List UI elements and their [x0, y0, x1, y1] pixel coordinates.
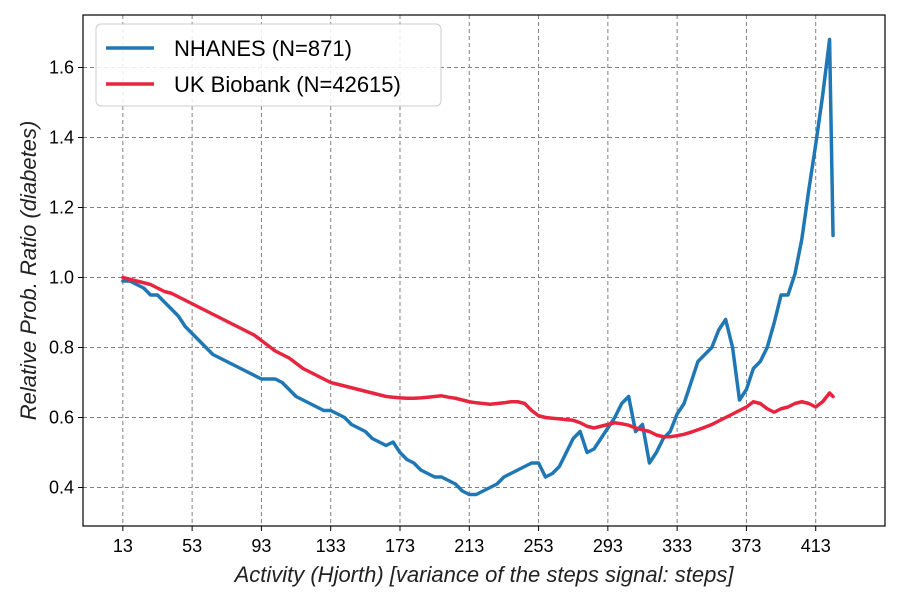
- x-tick-label: 93: [251, 536, 271, 556]
- legend-box: [95, 23, 442, 107]
- legend-entry-label: UK Biobank (N=42615): [174, 72, 401, 97]
- x-tick-label: 253: [524, 536, 554, 556]
- y-tick-label: 1.0: [49, 268, 74, 288]
- y-tick-label: 1.2: [49, 198, 74, 218]
- x-tick-label: 293: [593, 536, 623, 556]
- legend: NHANES (N=871) UK Biobank (N=42615): [95, 23, 442, 107]
- legend-entry-label: NHANES (N=871): [174, 36, 352, 61]
- x-tick-label: 333: [662, 536, 692, 556]
- x-tick-label: 173: [385, 536, 415, 556]
- plot-series: [121, 37, 835, 497]
- x-axis-label: Activity (Hjorth) [variance of the steps…: [233, 562, 735, 587]
- y-tick-label: 0.6: [49, 408, 74, 428]
- x-axis-ticks: 13 53 93 133 173 213 253 293 333 373 413: [113, 526, 831, 556]
- series-line-nhanes: [121, 37, 835, 497]
- plot-frame: [82, 14, 886, 527]
- y-axis-ticks: 0.4 0.6 0.8 1.0 1.2 1.4 1.6: [49, 58, 83, 498]
- y-tick-label: 1.4: [49, 128, 74, 148]
- x-tick-label: 413: [801, 536, 831, 556]
- series-line-ukbiobank: [121, 275, 835, 439]
- x-tick-label: 373: [731, 536, 761, 556]
- y-axis-label: Relative Prob. Ratio (diabetes): [16, 121, 41, 421]
- x-tick-label: 133: [316, 536, 346, 556]
- y-tick-label: 1.6: [49, 58, 74, 78]
- x-tick-label: 213: [454, 536, 484, 556]
- y-tick-label: 0.4: [49, 478, 74, 498]
- x-tick-label: 53: [182, 536, 202, 556]
- x-tick-label: 13: [113, 536, 133, 556]
- y-tick-label: 0.8: [49, 338, 74, 358]
